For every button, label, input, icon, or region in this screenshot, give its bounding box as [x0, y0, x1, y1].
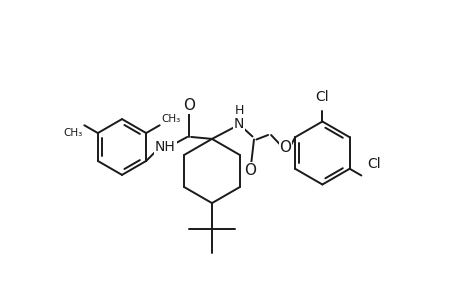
- Text: CH₃: CH₃: [161, 114, 180, 124]
- Text: NH: NH: [155, 140, 175, 154]
- Text: O: O: [244, 163, 256, 178]
- Text: H: H: [234, 104, 243, 118]
- Text: N: N: [233, 118, 244, 131]
- Text: O: O: [279, 140, 291, 154]
- Text: Cl: Cl: [315, 90, 329, 104]
- Text: O: O: [182, 98, 194, 113]
- Text: CH₃: CH₃: [63, 128, 83, 138]
- Text: Cl: Cl: [366, 157, 380, 171]
